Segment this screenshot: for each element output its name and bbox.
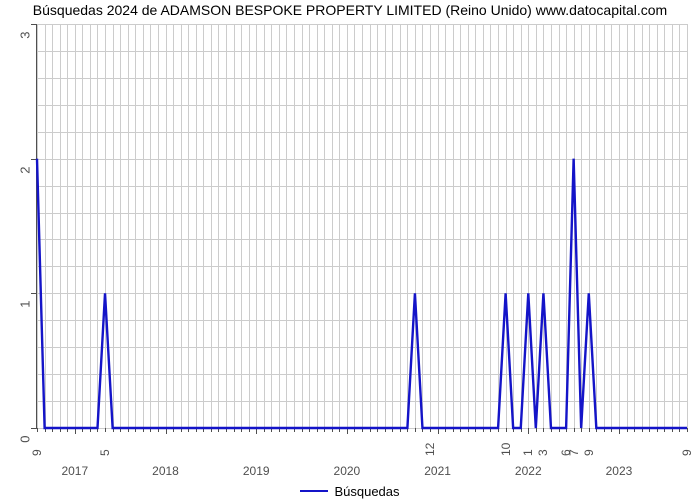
- data-point-label: 5: [98, 449, 112, 456]
- x-tick-label: 2017: [61, 464, 88, 478]
- x-tick-minor: [581, 428, 582, 432]
- x-tick-label: 2023: [606, 464, 633, 478]
- data-point-label: 10: [499, 443, 513, 456]
- x-tick-minor: [415, 428, 416, 432]
- legend-item: Búsquedas: [300, 484, 399, 499]
- x-tick-label: 2018: [152, 464, 179, 478]
- x-tick-minor: [543, 428, 544, 432]
- chart: Búsquedas 2024 de ADAMSON BESPOKE PROPER…: [0, 0, 700, 500]
- data-point-label: 12: [423, 443, 437, 456]
- y-tick-label: 1: [18, 301, 33, 308]
- x-tick-minor: [589, 428, 590, 432]
- x-tick-minor: [687, 428, 688, 432]
- x-tick-label: 2019: [243, 464, 270, 478]
- y-tick-label: 0: [18, 436, 33, 443]
- y-tick-label: 2: [18, 166, 33, 173]
- x-tick-minor: [105, 428, 106, 432]
- data-point-label: 1: [521, 449, 535, 456]
- x-tick-label: 2020: [334, 464, 361, 478]
- data-point-label: 9: [680, 449, 694, 456]
- data-point-label: 7: [567, 449, 581, 456]
- x-tick-label: 2021: [424, 464, 451, 478]
- data-point-label: 3: [536, 449, 550, 456]
- x-tick-minor: [574, 428, 575, 432]
- legend-swatch: [300, 490, 328, 492]
- x-tick-label: 2022: [515, 464, 542, 478]
- data-point-label: 9: [582, 449, 596, 456]
- legend-label: Búsquedas: [334, 484, 399, 499]
- legend: Búsquedas: [0, 480, 700, 499]
- y-tick-label: 3: [18, 32, 33, 39]
- x-tick-minor: [506, 428, 507, 432]
- data-point-label: 9: [30, 449, 44, 456]
- x-tick-minor: [37, 428, 38, 432]
- x-tick-minor: [528, 428, 529, 432]
- plot-area: 0123201720182019202020212022202395121013…: [36, 24, 687, 429]
- grid-line-v-minor: [687, 24, 688, 428]
- series-line: [37, 24, 687, 428]
- x-tick-minor: [536, 428, 537, 432]
- chart-title: Búsquedas 2024 de ADAMSON BESPOKE PROPER…: [0, 2, 700, 18]
